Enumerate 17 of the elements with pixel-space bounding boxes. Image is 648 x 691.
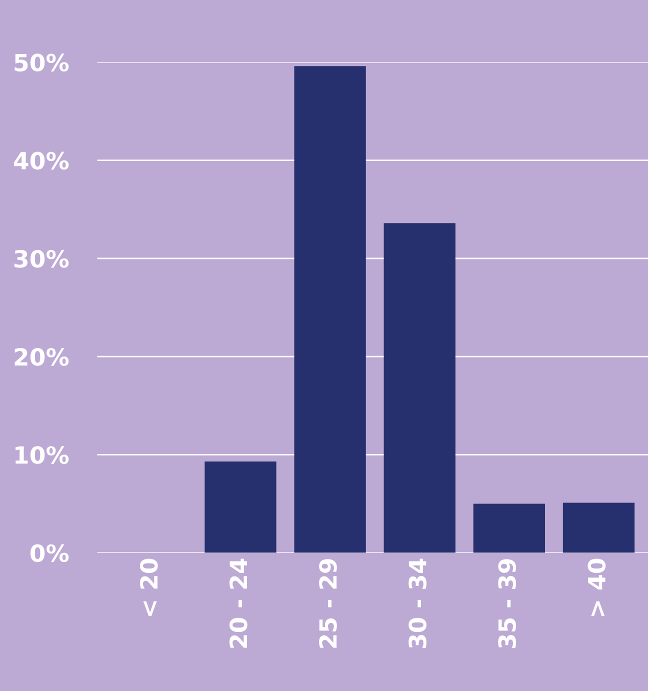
y-tick-label: 40% (14, 152, 69, 170)
x-tick-label: 35 - 39 (498, 559, 516, 648)
x-tick-label: 20 - 24 (229, 558, 248, 648)
y-tick-label: 10% (16, 446, 69, 464)
bar (473, 504, 546, 553)
x-tick-label: 25 - 29 (319, 559, 337, 648)
bar (294, 66, 366, 553)
y-tick-label: 20% (14, 348, 69, 366)
bar (562, 502, 635, 553)
y-tick-label: 30% (14, 250, 69, 268)
bar (204, 462, 276, 553)
y-tick-label: 0% (30, 544, 69, 562)
x-tick-label: > 40 (588, 558, 606, 616)
y-tick-label: 50% (14, 54, 69, 72)
bar (384, 223, 456, 553)
x-tick-label: 30 - 34 (408, 558, 426, 648)
x-tick-label: < 20 (140, 558, 158, 616)
